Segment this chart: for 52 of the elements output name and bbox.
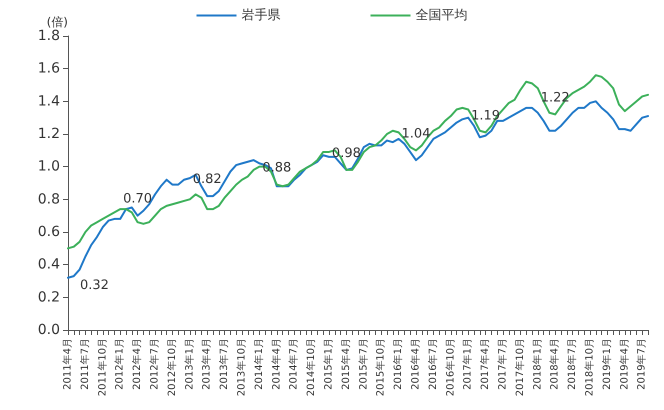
x-tick-label: 2014年1月	[252, 338, 265, 390]
line-series	[67, 74, 649, 250]
x-tick-label: 2011年4月	[62, 338, 74, 390]
x-tick-label: 2017年7月	[496, 338, 508, 390]
x-tick-label: 2013年4月	[200, 338, 213, 390]
x-tick-label: 2015年7月	[357, 338, 370, 390]
y-tick-label: 1.4	[38, 93, 60, 110]
y-tick-label: 1.8	[38, 28, 60, 44]
x-tick-label: 2014年10月	[305, 338, 318, 396]
annotation: 0.70	[123, 192, 152, 207]
y-tick-label: 0.4	[38, 256, 60, 273]
x-tick-label: 2016年1月	[392, 338, 404, 390]
x-tick-label: 2012年10月	[166, 338, 178, 396]
x-tick-label: 2014年4月	[270, 338, 282, 390]
annotation: 1.04	[402, 126, 430, 142]
x-tick-label: 2018年10月	[584, 338, 596, 396]
x-tick-label: 2012年4月	[131, 338, 144, 390]
x-tick-label: 2011年7月	[78, 338, 91, 390]
x-tick-label: 2014年7月	[288, 338, 300, 390]
x-tick-label: 2013年7月	[218, 338, 230, 390]
x-tick-label: 2016年10月	[444, 338, 456, 396]
x-tick-label: 2015年4月	[340, 338, 352, 390]
x-tick-label: 2013年10月	[236, 338, 248, 396]
line-series	[67, 100, 649, 279]
x-tick-label: 2016年7月	[426, 338, 439, 390]
y-tick-label: 1.0	[38, 158, 60, 175]
y-tick-label: 0.2	[38, 289, 60, 306]
annotation: 0.32	[80, 278, 109, 294]
x-tick-label: 2015年1月	[322, 338, 334, 390]
x-tick-label: 2019年4月	[618, 338, 630, 390]
x-tick-label: 2019年1月	[600, 338, 613, 390]
legend-label: 岩手県	[242, 8, 280, 23]
x-tick-label: 2017年1月	[462, 338, 474, 390]
x-tick-label: 2019年7月	[636, 338, 648, 390]
y-tick-label: 1.2	[38, 126, 60, 142]
x-tick-label: 2015年10月	[374, 338, 387, 396]
x-tick-label: 2017年10月	[514, 338, 526, 396]
legend-label: 全国平均	[416, 8, 468, 23]
x-tick-label: 2018年1月	[531, 338, 544, 390]
y-tick-label: 1.6	[38, 60, 60, 77]
y-tick-label: 0.6	[38, 224, 60, 240]
y-tick-label: 0.0	[38, 322, 60, 338]
x-tick-label: 2018年7月	[566, 338, 578, 390]
x-tick-label: 2012年1月	[114, 338, 126, 390]
x-tick-label: 2018年4月	[548, 338, 561, 390]
x-tick-label: 2011年10月	[96, 338, 108, 396]
x-tick-label: 2017年4月	[479, 338, 492, 390]
x-tick-label: 2012年7月	[148, 338, 160, 390]
y-axis-title: (倍)	[46, 15, 68, 29]
x-tick-label: 2016年4月	[410, 338, 422, 390]
x-tick-label: 2013年1月	[183, 338, 196, 390]
y-tick-label: 0.8	[38, 191, 60, 208]
